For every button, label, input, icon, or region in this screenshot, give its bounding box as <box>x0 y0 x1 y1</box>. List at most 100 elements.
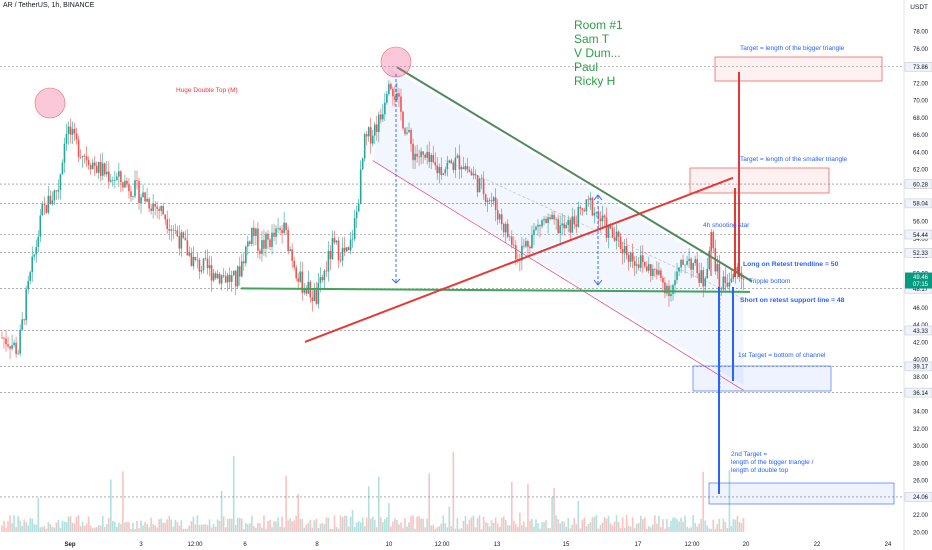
volume-bar <box>33 523 36 532</box>
volume-bar <box>116 527 118 532</box>
candle-body <box>438 166 441 174</box>
volume-bar <box>573 518 576 532</box>
candle-body <box>623 246 626 254</box>
candle-body <box>386 93 388 103</box>
candle-body <box>15 342 17 354</box>
volume-bar <box>164 522 167 532</box>
volume-bar <box>450 526 453 532</box>
volume-bar <box>128 522 130 532</box>
volume-bar <box>619 528 622 532</box>
candle-body <box>353 218 356 239</box>
candle-body <box>410 130 412 144</box>
candle-body <box>325 270 328 272</box>
candle-body <box>236 266 239 287</box>
x-tick-label: 13 <box>494 542 501 548</box>
candle-body <box>498 214 501 220</box>
candle-body <box>680 259 682 268</box>
volume-bar <box>222 516 225 532</box>
double-top-right-marker <box>380 46 412 78</box>
volume-bar <box>126 521 128 532</box>
volume-bar <box>212 523 215 532</box>
volume-bar <box>97 525 100 532</box>
candle-body <box>273 232 275 237</box>
candle-body <box>91 162 94 170</box>
second-target-line: length of double top <box>731 467 789 474</box>
candle-body <box>361 158 364 170</box>
candle-body <box>255 228 257 236</box>
candle-body <box>136 180 138 182</box>
volume-bar <box>47 522 50 532</box>
candle-body <box>587 199 590 201</box>
volume-bar <box>593 516 596 532</box>
volume-bar <box>331 528 334 532</box>
volume-bar <box>686 526 688 532</box>
volume-bar <box>740 523 743 532</box>
candle-body <box>700 270 703 283</box>
volume-bar <box>373 519 376 532</box>
volume-bar <box>504 519 507 532</box>
volume-bar <box>408 522 410 532</box>
price-tag-label: 60.28 <box>913 182 929 188</box>
candle-body <box>285 222 287 231</box>
candle-body <box>515 245 517 260</box>
y-tick-label: 64.00 <box>913 150 929 156</box>
candle-body <box>178 236 181 249</box>
volume-bar <box>81 521 84 532</box>
y-tick-label: 22.00 <box>913 513 929 519</box>
volume-bar <box>305 524 308 532</box>
volume-bar <box>289 518 291 532</box>
candle-body <box>251 227 253 244</box>
volume-bar <box>678 521 680 532</box>
volume-bar <box>63 521 66 532</box>
volume-bar <box>446 527 449 532</box>
level-lines <box>0 66 904 498</box>
x-tick-label: 12:00 <box>187 542 203 548</box>
current-price-tag <box>905 272 932 289</box>
candle-body <box>204 258 207 259</box>
volume-bar <box>639 515 642 532</box>
candle-body <box>208 265 211 269</box>
candle-body <box>664 282 666 294</box>
candle-body <box>343 247 346 252</box>
symbol-title[interactable]: AR / TetherUS, 1h, BINANCE <box>3 2 95 9</box>
volume-bar <box>146 524 148 532</box>
volume-bar <box>583 517 586 532</box>
volume-bar <box>595 515 598 532</box>
volume-bar <box>31 518 34 532</box>
volume-bar <box>59 527 62 532</box>
volume-bar <box>120 524 122 532</box>
volume-bar <box>722 518 725 532</box>
candle-body <box>112 180 114 181</box>
candle-body <box>29 272 32 281</box>
volume-bar <box>148 527 150 532</box>
candle-body <box>228 274 231 282</box>
volume-bar <box>186 528 189 532</box>
volume-bar <box>623 527 626 532</box>
candle-body <box>331 238 334 259</box>
price-axis[interactable]: 20.0022.0024.0026.0028.0030.0032.0034.00… <box>903 0 932 550</box>
candle-body <box>662 277 664 283</box>
volume-bar <box>114 521 116 532</box>
volume-bar <box>676 519 678 532</box>
volume-bar <box>720 528 723 532</box>
time-axis[interactable]: Sep 3 12:00 6 8 10 12:00 13 15 17 12:00 20 22 24 <box>64 542 892 548</box>
candle-body <box>563 223 565 229</box>
volume-bar <box>61 520 64 532</box>
candle-body <box>408 130 410 133</box>
candle-body <box>81 155 84 157</box>
candle-body <box>21 319 23 330</box>
volume-bar <box>527 483 529 532</box>
volume-bar <box>224 527 227 532</box>
price-tag <box>904 387 932 398</box>
volume-bar <box>428 473 430 532</box>
candle-body <box>202 258 205 271</box>
volume-bar <box>257 522 259 532</box>
volume-bar <box>226 519 229 532</box>
candle-body <box>365 134 368 137</box>
volume-bar <box>357 520 360 532</box>
volume-bar <box>736 515 739 532</box>
candle-body <box>394 96 396 100</box>
chart-pane[interactable] <box>0 0 904 550</box>
volume-bar <box>101 515 104 532</box>
